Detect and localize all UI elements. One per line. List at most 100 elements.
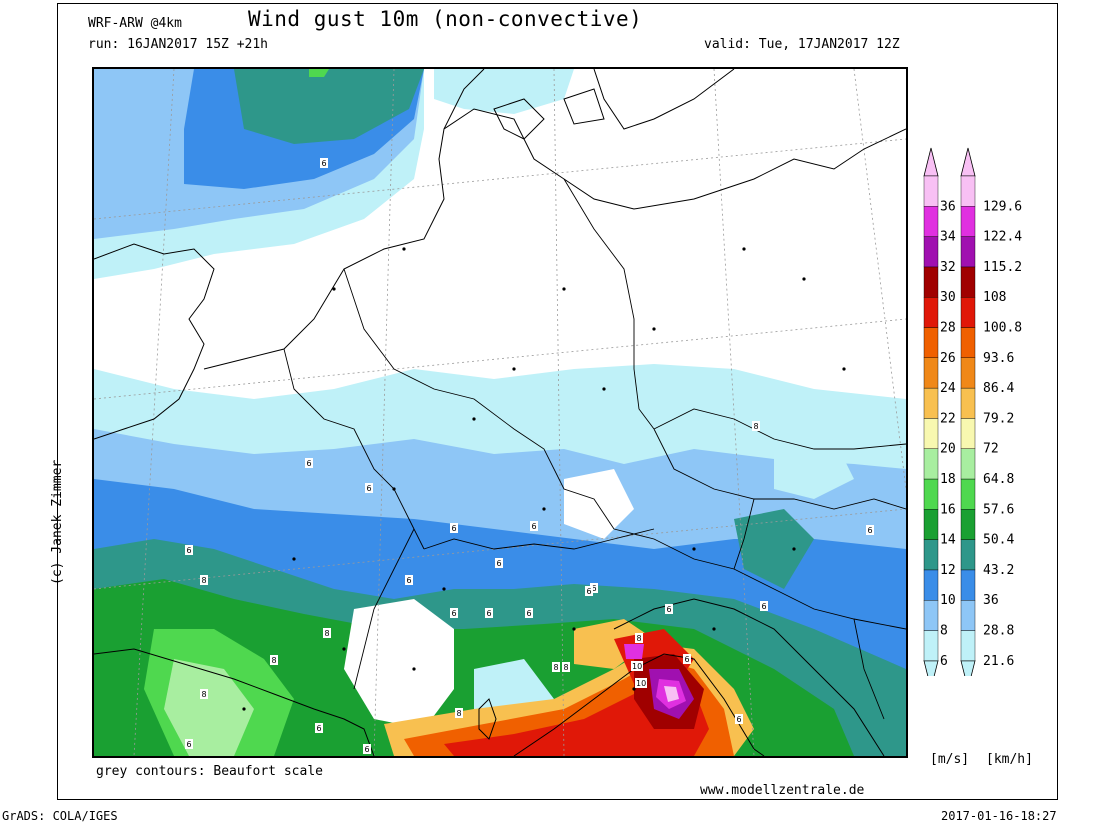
beaufort-labels: 6 6 6 6 6 6 6 6 6 6 6 6 6 6 6 6 6 6 6 6 …: [185, 158, 874, 754]
colorbar-swatch: [960, 630, 976, 661]
beaufort-label: 8: [272, 656, 277, 665]
website-credit: www.modellzentrale.de: [700, 783, 865, 798]
render-timestamp: 2017-01-16-18:27: [941, 809, 1057, 823]
colorbar-tick-label: 30: [940, 290, 956, 305]
colorbar-tick-label: 10: [940, 593, 956, 608]
colorbar-swatch: [923, 448, 939, 480]
colorbar-swatch: [923, 236, 939, 268]
colorbar-tick-label: 28: [940, 321, 956, 336]
beaufort-label: 6: [667, 605, 672, 614]
colorbar-top-arrow: [960, 147, 976, 177]
colorbar-tick-label: 28.8: [983, 624, 1014, 639]
colorbar-swatch: [923, 206, 939, 237]
colorbar-swatch: [960, 175, 976, 207]
beaufort-label: 6: [497, 559, 502, 568]
copyright-label: (c) Janek Zimmer: [50, 459, 65, 585]
colorbar-tick-label: 108: [983, 290, 1006, 305]
map-canvas: 6 6 6 6 6 6 6 6 6 6 6 6 6 6 6 6 6 6 6 6 …: [94, 69, 906, 756]
colorbar-tick-label: 14: [940, 533, 956, 548]
colorbar-tick-label: 115.2: [983, 260, 1022, 275]
beaufort-label: 8: [325, 629, 330, 638]
colorbar-swatch: [960, 387, 976, 419]
colorbar-ms: 6 8 10 12 14 16 18 20 22 24 26 28 30 32 34 36: [923, 147, 956, 676]
colorbar-swatch: [960, 478, 976, 510]
colorbar-tick-label: 34: [940, 230, 956, 245]
colorbar-swatch: [960, 327, 976, 358]
unit-ms-label: [m/s]: [930, 752, 970, 767]
colorbar-swatch: [923, 569, 939, 601]
model-label: WRF-ARW @4km: [88, 16, 182, 31]
colorbar-swatch: [960, 296, 976, 328]
beaufort-label: 8: [754, 422, 759, 431]
unit-kmh-label: [km/h]: [986, 752, 1033, 767]
colorbar-tick-label: 36: [983, 593, 999, 608]
beaufort-label: 6: [322, 159, 327, 168]
colorbar-tick-label: 26: [940, 351, 956, 366]
beaufort-label: 8: [554, 663, 559, 672]
beaufort-label: 6: [737, 715, 742, 724]
beaufort-label: 10: [636, 679, 646, 688]
colorbar-tick-label: 100.8: [983, 321, 1022, 336]
colorbar-swatch: [960, 206, 976, 237]
colorbar-swatch: [960, 509, 976, 540]
beaufort-label: 6: [685, 655, 690, 664]
colorbar-swatch: [923, 600, 939, 631]
colorbar-tick-label: 122.4: [983, 230, 1022, 245]
colorbar-top-arrow: [923, 147, 939, 177]
colorbar-swatch: [960, 539, 976, 571]
colorbar-swatch: [960, 357, 976, 389]
beaufort-label: 6: [407, 576, 412, 585]
colorbar-tick-label: 72: [983, 442, 999, 457]
beaufort-label: 6: [365, 745, 370, 754]
colorbar-swatch: [960, 448, 976, 480]
colorbar-swatch: [923, 296, 939, 328]
colorbar-kmh: 21.6 28.8 36 43.2 50.4 57.6 64.8 72 79.2 86.4 93.6…: [960, 147, 1022, 676]
colorbar-tick-label: 64.8: [983, 472, 1014, 487]
colorbar-swatch: [923, 630, 939, 661]
colorbar-swatch: [923, 357, 939, 389]
beaufort-label: 6: [592, 584, 597, 593]
beaufort-label: 6: [307, 459, 312, 468]
colorbar-tick-label: 93.6: [983, 351, 1014, 366]
wind-gust-map: 6 6 6 6 6 6 6 6 6 6 6 6 6 6 6 6 6 6 6 6 …: [92, 67, 908, 758]
beaufort-label: 6: [452, 524, 457, 533]
colorbar-tick-label: 79.2: [983, 411, 1014, 426]
beaufort-label: 8: [202, 576, 207, 585]
colorbar-tick-label: 20: [940, 442, 956, 457]
colorbar-tick-label: 18: [940, 472, 956, 487]
colorbar-swatch: [923, 478, 939, 510]
colorbar-tick-label: 86.4: [983, 381, 1014, 396]
beaufort-label: 8: [457, 709, 462, 718]
beaufort-label: 6: [187, 740, 192, 749]
beaufort-label: 6: [868, 526, 873, 535]
beaufort-label: 6: [187, 546, 192, 555]
beaufort-label: 8: [637, 634, 642, 643]
colorbar-swatch: [923, 387, 939, 419]
colorbar-tick-label: 50.4: [983, 533, 1014, 548]
colorbar-bottom-arrow: [960, 660, 976, 676]
colorbar-swatch: [960, 569, 976, 601]
colorbar-swatch: [960, 236, 976, 268]
valid-time: valid: Tue, 17JAN2017 12Z: [704, 37, 900, 52]
beaufort-label: 6: [532, 522, 537, 531]
colorbar-tick-label: 12: [940, 563, 956, 578]
colorbar-swatch: [960, 266, 976, 298]
beaufort-label: 6: [452, 609, 457, 618]
colorbar-swatch: [923, 539, 939, 571]
contours-note: grey contours: Beaufort scale: [96, 764, 323, 779]
colorbar-tick-label: 6: [940, 654, 948, 669]
colorbar-tick-label: 8: [940, 624, 948, 639]
colorbar-bottom-arrow: [923, 660, 939, 676]
colorbar-swatch: [923, 418, 939, 449]
colorbar-tick-label: 43.2: [983, 563, 1014, 578]
colorbar-tick-label: 36: [940, 199, 956, 214]
colorbar-tick-label: 21.6: [983, 654, 1014, 669]
colorbar-swatch: [923, 175, 939, 207]
colorbar-swatch: [923, 266, 939, 298]
beaufort-label: 10: [632, 662, 642, 671]
colorbar-swatch: [923, 327, 939, 358]
beaufort-label: 6: [527, 609, 532, 618]
beaufort-label: 6: [762, 602, 767, 611]
colorbar-tick-label: 16: [940, 502, 956, 517]
map-title: Wind gust 10m (non-convective): [248, 7, 643, 31]
